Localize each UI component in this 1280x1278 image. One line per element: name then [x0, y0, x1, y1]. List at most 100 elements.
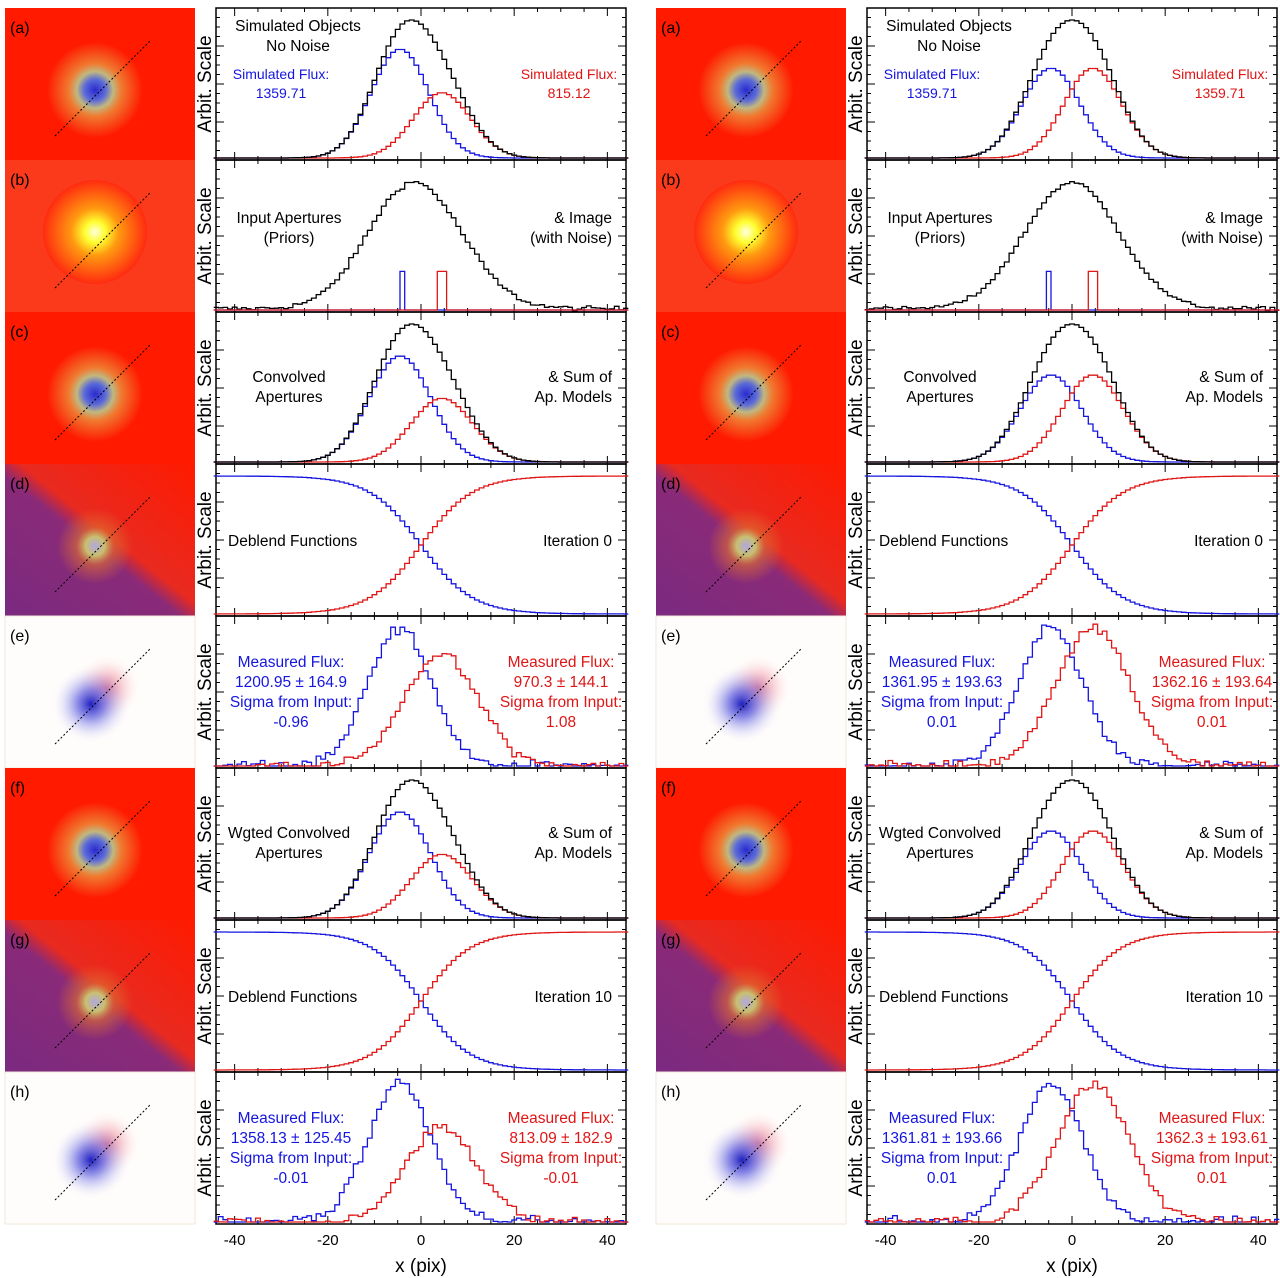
panel-label: (a) — [10, 20, 30, 37]
blue-annotation: Measured Flux: — [238, 1110, 345, 1127]
red-profile-line — [213, 92, 629, 159]
blue-annotation: -0.96 — [273, 714, 308, 731]
source-blob — [698, 42, 794, 138]
blue-simulated-flux-label: Simulated Flux: — [233, 66, 329, 82]
image-blob — [694, 180, 798, 284]
panel-annotation: & Sum of — [1199, 369, 1263, 386]
y-axis-label: Arbit. Scale — [195, 35, 216, 132]
red-deblend-line — [864, 931, 1280, 1071]
panel-g: (g) Arbit. Scale Deblend Functions Iteratio… — [656, 919, 1280, 1073]
red-deblend-line — [213, 931, 629, 1071]
source-blob — [698, 802, 794, 898]
panel-annotation: Ap. Models — [534, 845, 612, 862]
y-axis-label: Arbit. Scale — [846, 491, 867, 588]
y-axis-label: Arbit. Scale — [195, 795, 216, 892]
blue-annotation: 1361.81 ± 193.66 — [882, 1130, 1003, 1147]
profile-cut-line — [54, 799, 152, 897]
sum-profile-line — [213, 779, 629, 919]
sum-profile-line — [213, 323, 629, 463]
red-simulated-flux-label: Simulated Flux: — [521, 66, 617, 82]
panel-annotation: & Sum of — [548, 825, 612, 842]
panel-label: (b) — [661, 172, 681, 189]
blue-annotation: 1361.95 ± 193.63 — [882, 674, 1003, 691]
x-axis-label: x (pix) — [1046, 1256, 1098, 1277]
noisy-image-line — [864, 181, 1280, 312]
panel-annotation: Input Apertures — [236, 210, 341, 227]
profile-cut-line — [54, 343, 152, 441]
profile-cut-line — [705, 191, 803, 289]
blue-simulated-flux-value: 1359.71 — [907, 85, 958, 101]
red-measured-line — [213, 652, 629, 767]
profile-cut-line — [54, 647, 152, 745]
panel-c: (c) Arbit. Scale Convolved Apertures & Sum o… — [656, 311, 1280, 465]
panel-annotation: & Sum of — [1199, 825, 1263, 842]
panel-annotation: Deblend Functions — [879, 533, 1008, 550]
red-annotation: Measured Flux: — [1159, 654, 1266, 671]
profile-cut-line — [54, 495, 152, 593]
red-annotation: Sigma from Input: — [1151, 1150, 1273, 1167]
x-axis-label: x (pix) — [395, 1256, 447, 1277]
blue-source-blob — [51, 664, 131, 744]
panel-annotation: Ap. Models — [1185, 389, 1263, 406]
panel-label: (c) — [10, 324, 29, 341]
profile-cut-line — [54, 1103, 152, 1201]
panel-annotation: Apertures — [906, 845, 973, 862]
panel-annotation: & Image — [554, 210, 612, 227]
panel-annotation: (with Noise) — [1181, 230, 1263, 247]
plot-frame — [866, 767, 1278, 921]
image-blob — [43, 180, 147, 284]
noisy-image-line — [213, 181, 629, 312]
red-simulated-flux-value: 815.12 — [548, 85, 591, 101]
blue-annotation: 1358.13 ± 125.45 — [231, 1130, 352, 1147]
panel-a: (a) Arbit. Scale Simulated Objects No Noise… — [5, 7, 629, 161]
panel-label: (e) — [661, 628, 681, 645]
red-measured-line — [864, 623, 1280, 767]
x-tick-label: 0 — [1068, 1232, 1076, 1249]
red-annotation: 1362.3 ± 193.61 — [1156, 1130, 1268, 1147]
profile-cut-line — [705, 1103, 803, 1201]
panel-label: (d) — [10, 476, 30, 493]
profile-cut-line — [705, 495, 803, 593]
red-annotation: 1.08 — [546, 714, 576, 731]
plot-frame — [215, 1071, 627, 1225]
x-tick-label: -40 — [224, 1232, 246, 1249]
y-axis-label: Arbit. Scale — [846, 35, 867, 132]
panel-annotation: Wgted Convolved — [228, 825, 350, 842]
x-tick-label: 40 — [1250, 1232, 1267, 1249]
panel-label: (f) — [661, 780, 676, 797]
y-axis-label: Arbit. Scale — [195, 643, 216, 740]
y-axis-label: Arbit. Scale — [195, 947, 216, 1044]
panel-b: (b) Arbit. Scale Input Apertures (Priors) & … — [656, 159, 1280, 313]
panel-annotation: Simulated Objects — [235, 18, 361, 35]
panel-annotation: Convolved — [252, 369, 325, 386]
red-simulated-flux-value: 1359.71 — [1195, 85, 1246, 101]
blue-annotation: 1200.95 ± 164.9 — [235, 674, 347, 691]
red-prior-aperture — [213, 270, 629, 311]
x-tick-label: -20 — [968, 1232, 990, 1249]
panel-d: (d) Arbit. Scale Deblend Functions Iteratio… — [656, 463, 1280, 617]
blue-source-blob — [702, 1120, 782, 1200]
profile-cut-line — [54, 951, 152, 1049]
red-annotation: Sigma from Input: — [1151, 694, 1273, 711]
plot-frame — [866, 1071, 1278, 1225]
x-tick-label: 20 — [1157, 1232, 1174, 1249]
red-measured-line — [213, 1123, 629, 1223]
y-axis-label: Arbit. Scale — [846, 643, 867, 740]
blue-annotation: Measured Flux: — [889, 1110, 996, 1127]
red-profile-line — [213, 853, 629, 919]
panel-annotation: Input Apertures — [887, 210, 992, 227]
panel-annotation: Convolved — [903, 369, 976, 386]
panel-label: (c) — [661, 324, 680, 341]
panel-annotation: Ap. Models — [534, 389, 612, 406]
panel-a: (a) Arbit. Scale Simulated Objects No Noise… — [656, 7, 1280, 161]
deblend-blob — [57, 964, 133, 1040]
panel-annotation: Deblend Functions — [228, 989, 357, 1006]
red-annotation: Measured Flux: — [508, 1110, 615, 1127]
x-tick-label: 0 — [417, 1232, 425, 1249]
panel-f: (f) Arbit. Scale Wgted Convolved Apertures &… — [656, 767, 1280, 921]
sum-profile-line — [213, 19, 629, 159]
profile-cut-line — [705, 647, 803, 745]
plot-frame — [866, 615, 1278, 769]
panel-annotation: Iteration 0 — [543, 533, 612, 550]
